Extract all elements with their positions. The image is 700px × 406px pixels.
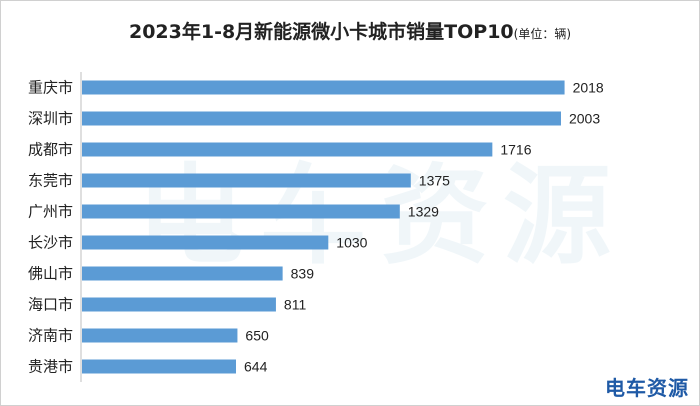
category-label: 海口市 (28, 296, 73, 314)
chart-title-main: 2023年1-8月新能源微小卡城市销量TOP10 (128, 21, 514, 43)
bar (82, 204, 400, 219)
bar (82, 173, 411, 188)
brand-logo: 电车资源 (605, 376, 689, 400)
chart-unit-note: (单位：辆) (513, 27, 572, 41)
bar-value-label: 811 (284, 297, 307, 313)
category-label: 济南市 (28, 327, 73, 345)
bar (82, 235, 329, 250)
bar (82, 359, 236, 374)
bar-value-label: 1716 (500, 142, 531, 158)
bar (82, 111, 561, 126)
bar-value-label: 839 (291, 266, 315, 282)
bar-value-label: 2003 (569, 111, 600, 127)
category-label: 成都市 (28, 141, 73, 159)
bar-value-label: 1375 (419, 173, 450, 189)
bar (82, 80, 565, 95)
bar-value-label: 2018 (573, 80, 604, 96)
bar (82, 297, 276, 312)
bar-value-label: 644 (244, 359, 268, 375)
bar (82, 266, 283, 281)
category-label: 贵港市 (28, 358, 73, 376)
bar (82, 142, 493, 157)
category-label: 佛山市 (28, 265, 73, 283)
bar-value-label: 650 (245, 328, 269, 344)
category-label: 重庆市 (28, 79, 73, 97)
bar-value-label: 1329 (408, 204, 439, 220)
bar-group (82, 80, 565, 374)
category-label: 广州市 (28, 203, 73, 221)
category-label: 东莞市 (28, 172, 73, 190)
category-label: 深圳市 (28, 110, 73, 128)
chart-title: 2023年1-8月新能源微小卡城市销量TOP10(单位：辆) (1, 17, 699, 44)
category-label: 长沙市 (28, 234, 73, 252)
bar (82, 328, 238, 343)
bar-value-label: 1030 (336, 235, 367, 251)
